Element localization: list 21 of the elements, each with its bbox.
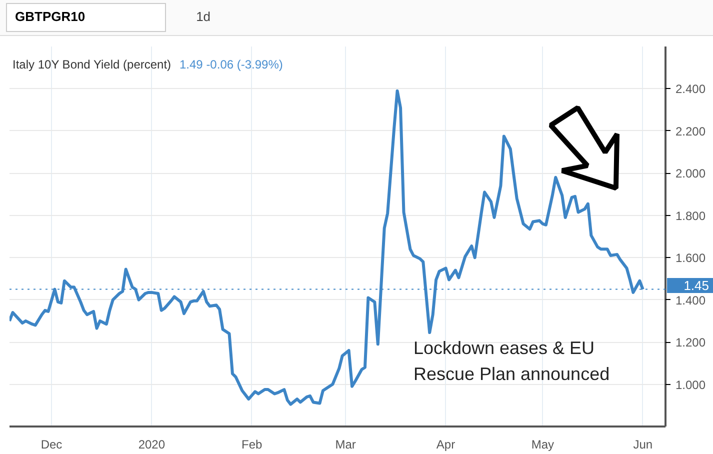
y-tick-label: 2.400 <box>676 82 706 96</box>
y-tick-label: 2.200 <box>676 124 706 138</box>
x-tick-label: Apr <box>436 438 456 452</box>
x-tick-label: May <box>531 438 554 452</box>
text: Italy 10Y Bond Yield (percent) <box>12 58 172 72</box>
text: 1.49 -0.06 (-3.99%) <box>180 58 283 72</box>
y-tick-label: 2.000 <box>676 166 706 181</box>
x-tick-label: Mar <box>335 438 356 452</box>
y-tick-label: 1.800 <box>676 208 706 223</box>
x-tick-label: Feb <box>242 438 263 452</box>
x-tick-label: Dec <box>40 438 62 452</box>
y-tick-label: 1.000 <box>676 378 706 392</box>
ref-line-label: 1.45 <box>667 278 713 294</box>
text: GBTPGR10 <box>6 3 166 32</box>
x-tick-label: 2020 <box>138 438 166 452</box>
text: 1d <box>196 8 211 26</box>
annotation: Lockdown eases & EU Rescue Plan announced <box>413 338 610 384</box>
y-tick-label: 1.600 <box>676 251 706 266</box>
x-tick-label: Jun <box>633 438 653 452</box>
y-tick-label: 1.400 <box>676 293 706 308</box>
y-tick-label: 1.200 <box>676 336 706 350</box>
